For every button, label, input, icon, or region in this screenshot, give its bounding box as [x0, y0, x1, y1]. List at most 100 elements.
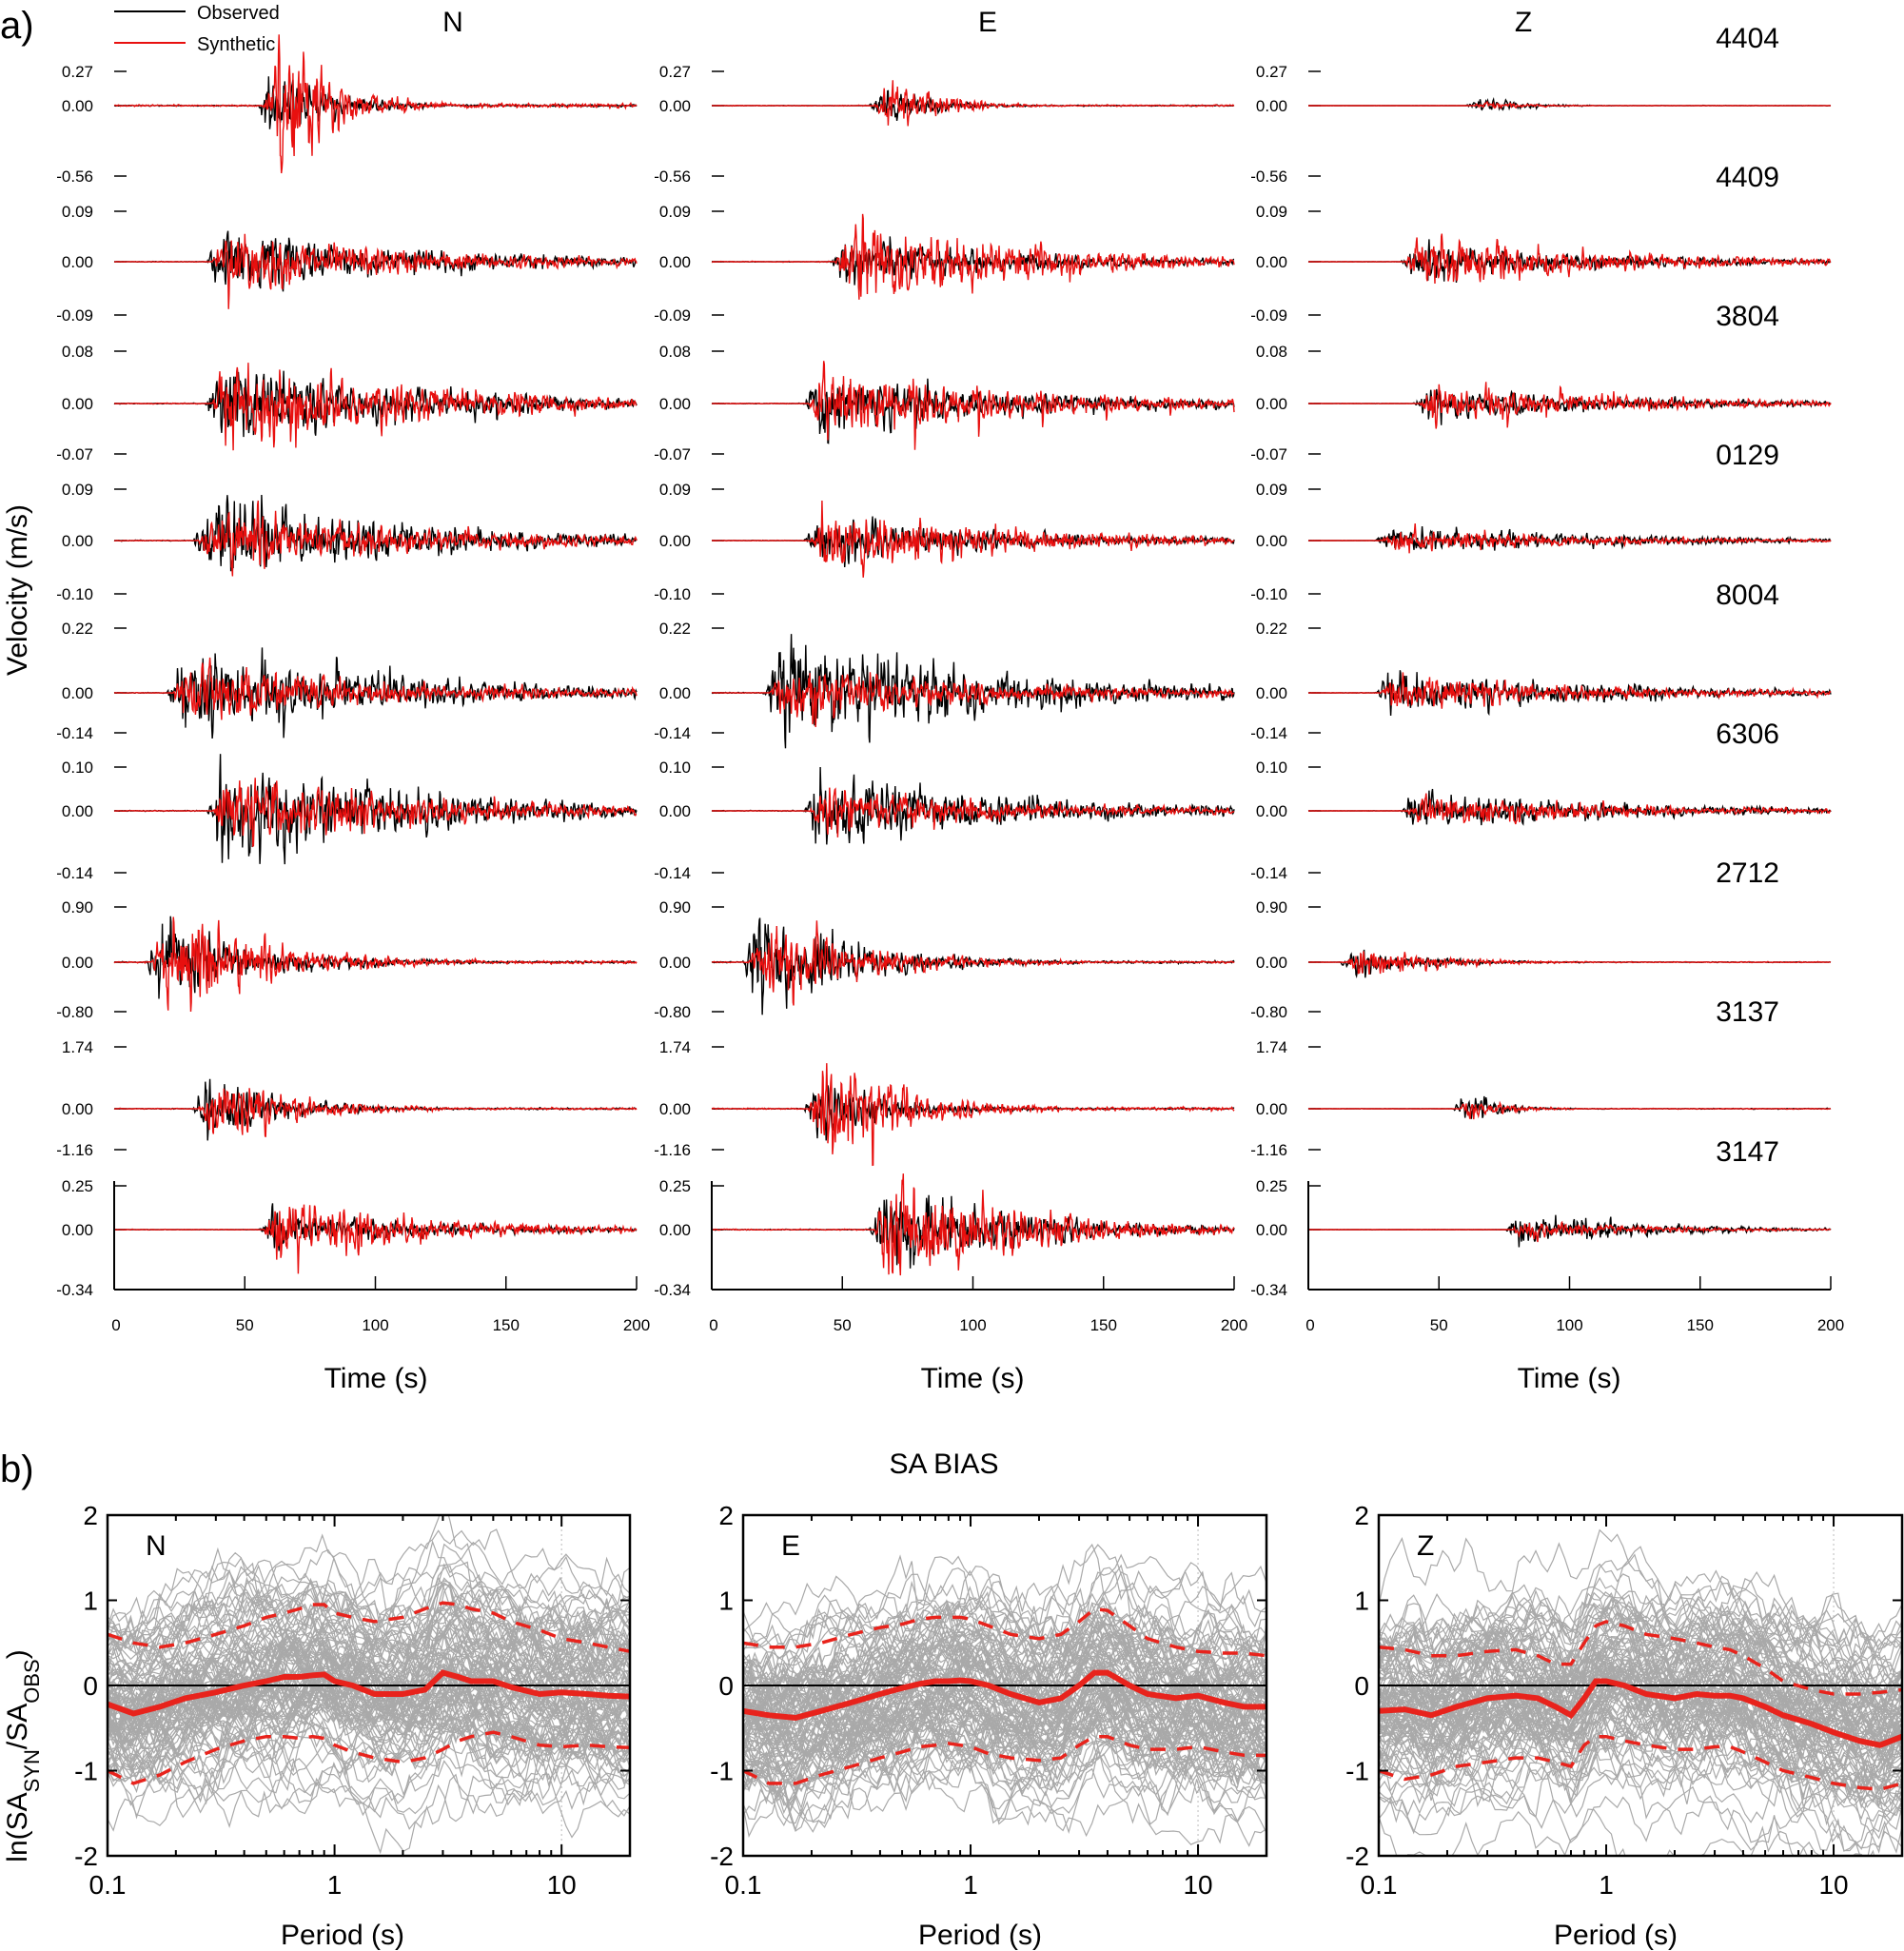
y-tick-label-0129-z: -0.10: [1250, 585, 1287, 603]
y-tick-label-3147-e: 0.00: [659, 1221, 691, 1239]
station-bias-curve: [1379, 1808, 1808, 1856]
ylabel-sub-obs: OBS: [20, 1659, 44, 1703]
y-tick-label-4409-n: -0.09: [56, 306, 93, 325]
sa-component-label-e: E: [781, 1530, 800, 1562]
station-bias-curve: [108, 1750, 630, 1855]
y-tick-label-4409-n: 0.00: [62, 253, 93, 271]
station-bias-curve: [108, 1658, 630, 1767]
sa-x-tick-label-1: 1: [327, 1870, 343, 1900]
waveform-3137-n: [113, 1078, 638, 1141]
mean-bias-line: [743, 1669, 1266, 1722]
y-tick-label-3804-e: 0.00: [659, 395, 691, 413]
y-tick-label-8004-z: -0.14: [1250, 724, 1287, 742]
ylabel-mid: /SA: [2, 1704, 33, 1749]
trace-syn-4404-n: [113, 34, 638, 174]
y-tick-label-8004-z: 0.00: [1256, 684, 1287, 702]
station-bias-curve: [743, 1583, 1266, 1720]
station-label-0129: 0129: [1716, 440, 1779, 471]
station-bias-curve: [108, 1642, 630, 1744]
trace-syn-3137-e: [711, 1063, 1235, 1167]
x-tick-label-200: 200: [1221, 1316, 1247, 1334]
waveform-6306-n: [113, 754, 638, 865]
sa-y-tick-label: -2: [1345, 1842, 1369, 1871]
station-bias-curve: [743, 1639, 1266, 1767]
time-axis-label-n: Time (s): [324, 1363, 428, 1394]
station-bias-curve: [1379, 1646, 1902, 1767]
waveform-plots: [113, 34, 1832, 1276]
station-bias-curve: [108, 1687, 630, 1806]
x-tick-label-150: 150: [1090, 1316, 1117, 1334]
waveform-3147-z: [1308, 1214, 1832, 1248]
sa-bias-y-label: ln(SASYN/SAOBS): [2, 1649, 44, 1862]
station-bias-curve: [743, 1629, 1266, 1749]
trace-syn-6306-n: [113, 778, 638, 848]
station-bias-curve: [1379, 1613, 1902, 1746]
station-label-3147: 3147: [1716, 1136, 1779, 1168]
y-tick-label-3137-z: -1.16: [1250, 1141, 1287, 1159]
y-tick-label-3137-z: 1.74: [1256, 1038, 1287, 1056]
station-bias-curve: [743, 1586, 1266, 1694]
y-tick-label-2712-n: 0.00: [62, 954, 93, 972]
y-tick-label-3804-n: 0.08: [62, 343, 93, 361]
sa-y-tick-label: 0: [83, 1671, 98, 1701]
y-tick-label-3137-e: 1.74: [659, 1038, 691, 1056]
y-tick-label-6306-e: 0.00: [659, 802, 691, 820]
y-tick-label-3804-n: 0.00: [62, 395, 93, 413]
station-bias-curve: [1379, 1605, 1902, 1706]
station-bias-curve: [1379, 1726, 1902, 1856]
station-bias-curve: [743, 1667, 1266, 1777]
trace-obs-4404-z: [1308, 97, 1832, 111]
trace-syn-6306-z: [1308, 793, 1832, 825]
station-bias-curve: [108, 1700, 630, 1796]
station-bias-curve: [1379, 1668, 1902, 1785]
y-tick-label-4409-e: 0.09: [659, 203, 691, 221]
waveform-x-axes: 0 50 100 150 200 0 50 100 150 200 0 50 100 150 200: [111, 1181, 1844, 1334]
trace-syn-8004-z: [1308, 672, 1832, 709]
y-tick-label-4409-e: 0.00: [659, 253, 691, 271]
panel-a-label: a): [0, 5, 34, 47]
period-axis-label-e: Period (s): [918, 1920, 1042, 1951]
y-tick-label-4404-n: -0.56: [56, 168, 93, 186]
time-axis-label-z: Time (s): [1518, 1363, 1621, 1394]
trace-syn-4409-n: [114, 233, 638, 309]
x-tick-label-0: 0: [709, 1316, 717, 1334]
station-bias-curve: [743, 1633, 1266, 1705]
station-bias-curve: [1379, 1762, 1902, 1854]
sa-bias-title: SA BIAS: [889, 1448, 998, 1480]
y-tick-label-2712-n: 0.90: [62, 898, 93, 916]
y-tick-label-4404-n: 0.00: [62, 97, 93, 115]
y-tick-label-3137-e: 0.00: [659, 1100, 691, 1118]
x-tick-label-150: 150: [493, 1316, 520, 1334]
y-tick-label-2712-e: 0.00: [659, 954, 691, 972]
y-tick-label-3147-n: -0.34: [56, 1281, 93, 1299]
x-tick-label-150: 150: [1687, 1316, 1714, 1334]
station-labels: 4404 4409 3804 0129 8004 6306 2712 3137 …: [1716, 23, 1779, 1168]
y-tick-label-4409-z: -0.09: [1250, 306, 1287, 325]
waveform-0129-z: [1307, 522, 1832, 554]
waveform-8004-n: [113, 647, 638, 739]
ylabel-prefix: ln(SA: [2, 1792, 33, 1862]
waveform-3804-n: [113, 363, 638, 451]
y-tick-label-3137-n: -1.16: [56, 1141, 93, 1159]
station-bias-curve: [743, 1658, 1266, 1763]
y-tick-label-2712-n: -0.80: [56, 1003, 93, 1021]
sa-y-tick-label: 1: [1354, 1586, 1369, 1616]
y-tick-label-8004-n: -0.14: [56, 724, 93, 742]
y-tick-label-0129-z: 0.00: [1256, 532, 1287, 550]
x-tick-label-100: 100: [959, 1316, 986, 1334]
plus-sigma-line: [108, 1601, 630, 1653]
trace-obs-6306-z: [1307, 788, 1832, 826]
station-bias-curve: [1379, 1553, 1902, 1678]
sa-y-tick-label: -2: [74, 1842, 98, 1871]
station-bias-curve: [108, 1540, 630, 1669]
trace-syn-3137-z: [1307, 1100, 1832, 1120]
waveform-8004-e: [711, 634, 1235, 749]
station-bias-curve: [1379, 1666, 1902, 1768]
station-bias-curve: [743, 1602, 1266, 1708]
trace-syn-2712-e: [711, 920, 1235, 1006]
y-tick-label-3147-z: -0.34: [1250, 1281, 1287, 1299]
trace-syn-0129-z: [1308, 522, 1832, 554]
trace-syn-4404-z: [1308, 100, 1832, 109]
